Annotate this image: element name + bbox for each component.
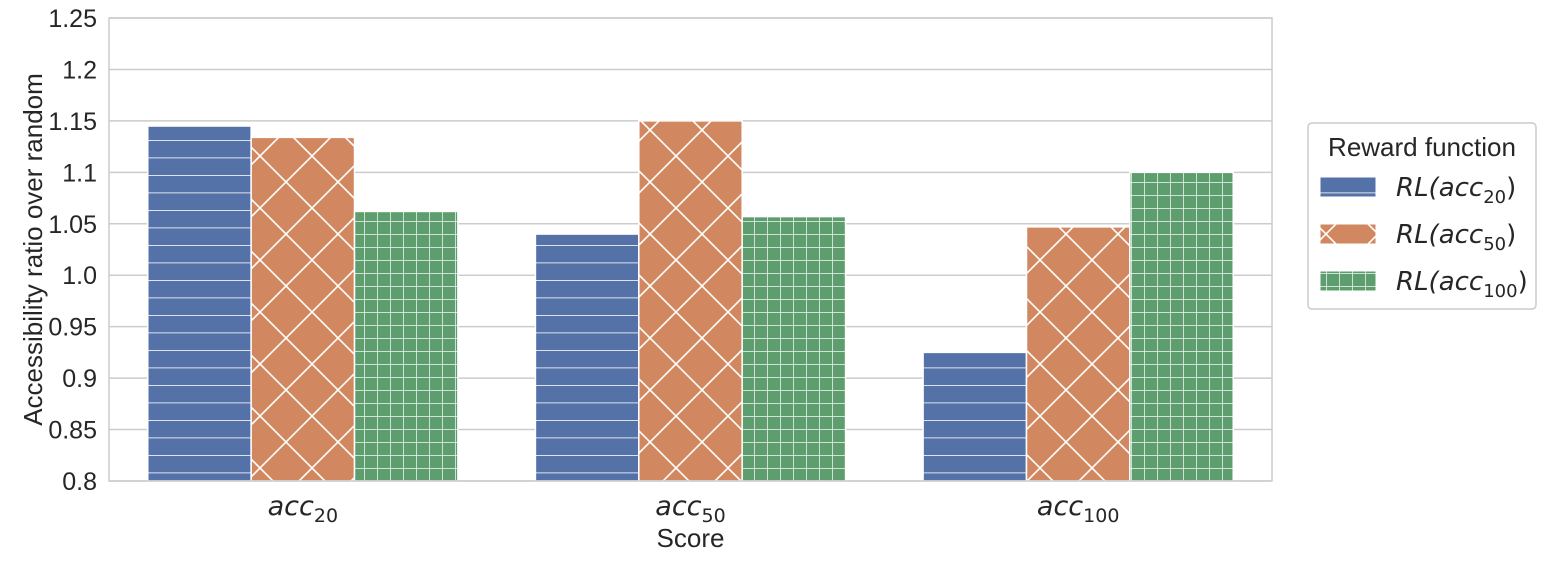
y-tick-labels: 0.8 0.85 0.9 0.95 1.0 1.05 1.1 1.15 1.2 1.25: [48, 5, 97, 496]
x-tick-label: acc100: [1037, 491, 1120, 527]
legend-label-prefix: RL(: [1396, 220, 1441, 250]
legend-frame: [1307, 122, 1537, 310]
bar-hatch: [534, 233, 640, 482]
x-axis-title: Score: [657, 523, 725, 553]
y-tick-label: 1.1: [62, 159, 97, 187]
x-tick-labels: acc20 acc50 acc100: [268, 491, 1120, 527]
x-tick-label-base: acc: [1037, 491, 1083, 522]
legend-label-prefix: RL(: [1396, 267, 1441, 297]
x-tick-label: acc50: [655, 491, 725, 527]
legend-label: RL(acc20): [1396, 173, 1516, 208]
y-tick-label: 1.0: [62, 262, 97, 290]
bar-hatch: [1025, 226, 1131, 482]
x-tick-label: acc20: [268, 491, 338, 527]
legend-label-suffix: ): [1518, 267, 1528, 297]
legend-label: RL(acc100): [1396, 267, 1528, 302]
legend-label: RL(acc50): [1396, 220, 1516, 255]
bar-hatch: [250, 136, 356, 482]
legend-label-subscript: 20: [1483, 187, 1506, 208]
legend-label-prefix: RL(: [1396, 173, 1441, 203]
y-tick-label: 1.25: [48, 5, 97, 33]
legend-swatch-hatch: [1319, 176, 1377, 198]
legend-label-subscript: 50: [1483, 234, 1506, 255]
y-tick-label: 1.2: [62, 56, 97, 84]
bar-hatch: [147, 125, 252, 482]
plot-frame: [108, 17, 1273, 482]
y-tick-label: 1.15: [48, 108, 97, 136]
legend-items: RL(acc20)RL(acc50)RL(acc100): [1319, 173, 1528, 302]
bar-hatch: [741, 215, 847, 482]
legend-swatch-hatch: [1319, 223, 1377, 245]
x-tick-label-base: acc: [655, 491, 701, 522]
x-tick-label-base: acc: [268, 491, 314, 522]
legend: Reward function RL(acc20)RL(acc50)RL(acc…: [1307, 122, 1537, 310]
bar-hatch: [353, 210, 459, 482]
legend-label-subscript: 100: [1483, 281, 1517, 302]
y-tick-label: 0.95: [48, 314, 97, 342]
x-tick-label-subscript: 20: [314, 505, 338, 527]
legend-label-base: acc: [1439, 220, 1484, 250]
legend-title: Reward function: [1328, 132, 1516, 162]
bar-hatch: [1129, 171, 1234, 482]
y-tick-label: 0.8: [62, 468, 97, 496]
bar-hatch: [638, 120, 743, 482]
x-tick-label-subscript: 50: [702, 505, 726, 527]
y-tick-label: 1.05: [48, 211, 97, 239]
y-axis-title: Accessibility ratio over random: [18, 73, 48, 426]
legend-swatch-hatch: [1319, 270, 1377, 292]
legend-label-base: acc: [1439, 173, 1484, 203]
y-tick-label: 0.85: [48, 417, 97, 445]
bar-hatch: [922, 351, 1028, 482]
legend-label-base: acc: [1439, 267, 1484, 297]
x-tick-label-subscript: 100: [1083, 505, 1119, 527]
legend-label-suffix: ): [1506, 173, 1516, 203]
legend-label-suffix: ): [1506, 220, 1516, 250]
bars: [147, 120, 1234, 482]
y-tick-label: 0.9: [62, 365, 97, 393]
